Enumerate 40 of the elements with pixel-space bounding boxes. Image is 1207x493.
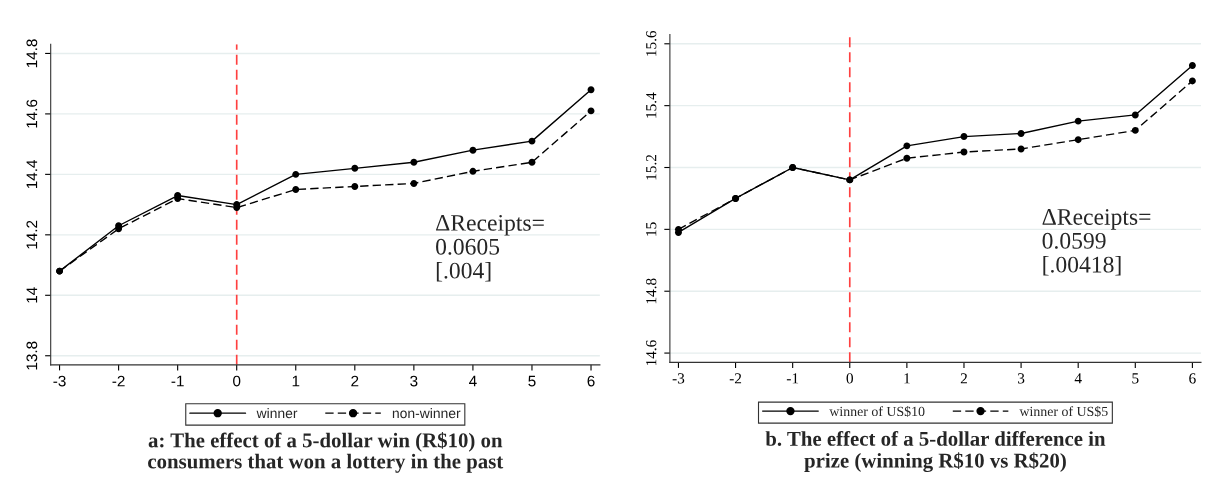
y-tick-label: 14.2 <box>26 220 38 249</box>
x-tick-label: 1 <box>292 375 300 387</box>
y-tick-label: 13.8 <box>26 341 38 370</box>
x-tick-label: 2 <box>960 373 967 384</box>
y-tick-label: 14 <box>26 287 38 303</box>
y-tick-label: 14.6 <box>646 340 657 366</box>
legend-label: winner of US$5 <box>1019 405 1108 418</box>
x-tick-label: 6 <box>1189 373 1196 384</box>
x-tick-label: 4 <box>469 375 477 387</box>
x-tick-label: 4 <box>1074 373 1082 384</box>
x-tick-label: -3 <box>53 375 66 387</box>
x-tick-label: 0 <box>233 375 241 387</box>
x-tick-label: 3 <box>1017 373 1025 384</box>
y-tick-label: 14.8 <box>26 39 38 68</box>
x-tick-label: 5 <box>1132 373 1139 384</box>
x-tick-label: 2 <box>351 375 359 387</box>
legend-label: non-winner <box>392 407 461 419</box>
y-tick-label: 14.6 <box>26 99 38 128</box>
x-tick-label: 1 <box>904 373 910 384</box>
x-tick-label: -2 <box>112 375 125 387</box>
y-tick-label: 15 <box>646 222 657 236</box>
legend-label: winner of US$10 <box>829 405 925 418</box>
x-tick-label: 5 <box>528 375 536 387</box>
y-tick-label: 14.8 <box>646 278 657 304</box>
x-tick-label: -1 <box>171 375 184 387</box>
y-tick-label: 15.6 <box>646 30 657 56</box>
x-tick-label: -3 <box>672 373 685 384</box>
text: b. The effect of a 5-dollar difference in prize (winning R$10 vs R$20) <box>765 430 1106 473</box>
text: a: The effect of a 5-dollar win (R$10) on consumers that won a lottery in the past <box>148 432 504 473</box>
legend-label: winner <box>256 407 298 419</box>
x-tick-label: 3 <box>410 375 418 387</box>
y-tick-label: 15.2 <box>646 154 657 180</box>
annotation: ΔReceipts= 0.0605 [.004] <box>436 214 544 282</box>
y-tick-label: 14.4 <box>26 159 38 189</box>
x-tick-label: 0 <box>846 373 853 384</box>
y-tick-label: 15.4 <box>646 92 657 118</box>
x-tick-label: 6 <box>587 375 595 387</box>
x-tick-label: -1 <box>786 373 799 384</box>
x-tick-label: -2 <box>729 373 742 384</box>
annotation: ΔReceipts= 0.0599 [.00418] <box>1042 209 1151 276</box>
